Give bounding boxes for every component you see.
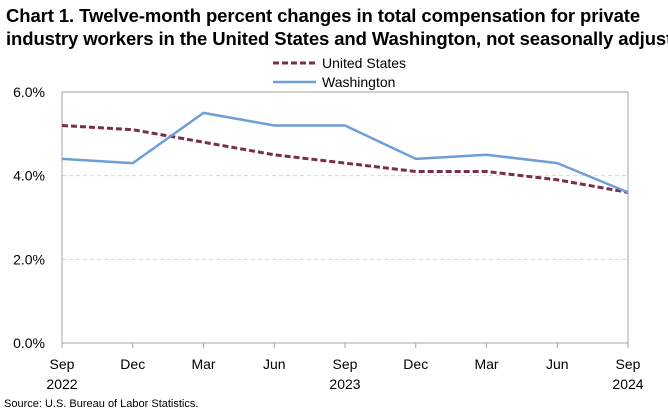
x-tick-label: Jun [546, 356, 569, 372]
chart-title-line-2: industry workers in the United States an… [6, 28, 668, 49]
gridlines [62, 175, 628, 260]
y-tick-label: 4.0% [13, 168, 45, 184]
x-year-label: 2022 [46, 376, 77, 392]
x-tick-label: Sep [50, 356, 75, 372]
legend-label: Washington [322, 74, 395, 90]
y-tick-label: 0.0% [13, 335, 45, 351]
chart-title-line-1: Chart 1. Twelve-month percent changes in… [6, 5, 641, 26]
series-line-washington [61, 111, 629, 194]
source-note: Source: U.S. Bureau of Labor Statistics. [4, 398, 199, 410]
x-axis: Sep 2022 Dec Mar Jun Sep 2023 Dec Mar Jun Sep 2024 [46, 343, 644, 392]
plot-area-frame [61, 91, 629, 344]
x-tick-label: Sep [616, 356, 641, 372]
x-tick-label: Mar [191, 356, 215, 372]
x-tick-label: Dec [403, 356, 428, 372]
x-tick-label: Sep [333, 356, 358, 372]
y-axis: 0.0% 2.0% 4.0% 6.0% [13, 84, 45, 351]
x-tick-label: Jun [263, 356, 286, 372]
chart-legend: United States Washington [273, 55, 406, 90]
x-year-label: 2023 [329, 376, 360, 392]
legend-label: United States [322, 55, 406, 71]
data-series [61, 111, 629, 194]
x-tick-label: Mar [474, 356, 498, 372]
x-year-label: 2024 [612, 376, 643, 392]
series-line-united-states [61, 124, 629, 194]
y-tick-label: 2.0% [13, 251, 45, 267]
y-tick-label: 6.0% [13, 84, 45, 100]
chart-title: Chart 1. Twelve-month percent changes in… [6, 4, 668, 50]
x-tick-label: Dec [120, 356, 145, 372]
